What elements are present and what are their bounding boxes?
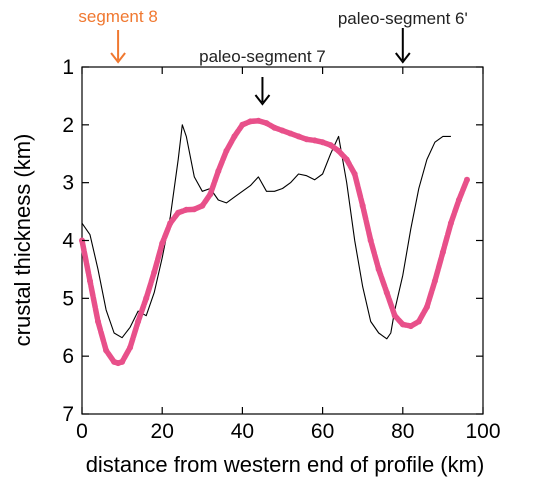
- pink-series-point: [207, 191, 214, 198]
- pink-series-point: [287, 130, 294, 137]
- pink-series-point: [343, 156, 350, 163]
- pink-series-point: [199, 202, 206, 209]
- pink-series-point: [407, 323, 414, 330]
- x-tick-label: 100: [465, 420, 500, 443]
- pink-series-point: [103, 347, 110, 354]
- thin-black-series-line: [81, 124, 451, 340]
- y-tick-label: 6: [62, 345, 74, 368]
- x-tick-label: 80: [391, 420, 414, 443]
- pink-series-point: [151, 269, 158, 276]
- pink-series-point: [255, 117, 262, 124]
- pink-series-point: [95, 318, 101, 325]
- x-tick-label: 60: [311, 420, 334, 443]
- y-tick-label: 5: [62, 287, 74, 310]
- pink-series-point: [279, 127, 286, 134]
- pink-series-point: [439, 249, 446, 256]
- pink-series-point: [135, 318, 142, 325]
- pink-series-point: [271, 124, 278, 131]
- pink-series-point: [399, 321, 406, 328]
- annotation-arrow-head: [395, 52, 411, 64]
- pink-series-point: [295, 133, 302, 140]
- pink-series-point: [119, 358, 126, 365]
- annotation-arrow-head: [110, 52, 126, 64]
- pink-series-point: [143, 295, 150, 302]
- x-tick-label: 0: [76, 420, 88, 443]
- pink-series-point: [247, 118, 254, 125]
- pink-series-point: [359, 202, 366, 209]
- annotation-arrow-head: [254, 94, 271, 106]
- pink-series-point: [464, 176, 470, 183]
- pink-series-point: [239, 121, 246, 128]
- y-axis-title: crustal thickness (km): [10, 134, 35, 347]
- pink-series-point: [263, 120, 270, 127]
- y-tick-label: 3: [62, 172, 74, 195]
- pink-series-point: [423, 304, 430, 310]
- pink-series-point: [351, 171, 358, 177]
- pink-series-point: [167, 220, 174, 227]
- pink-series-point: [231, 133, 238, 140]
- annotation-label: paleo-segment 6': [338, 9, 468, 28]
- x-tick-label: 20: [151, 420, 174, 443]
- y-tick-label: 4: [62, 230, 74, 253]
- pink-series-point: [415, 318, 422, 325]
- pink-series-point: [303, 136, 310, 143]
- pink-series-point: [327, 142, 334, 149]
- pink-series-point: [223, 147, 230, 154]
- annotation-label: segment 8: [78, 7, 157, 26]
- y-tick-label: 1: [62, 56, 74, 79]
- pink-series-point: [447, 220, 454, 227]
- y-tick-label: 7: [62, 403, 74, 426]
- pink-series-point: [383, 289, 390, 296]
- pink-series-point: [335, 147, 342, 154]
- y-tick-label: 2: [62, 114, 74, 137]
- pink-series-point: [87, 278, 93, 284]
- plot-frame: [81, 66, 484, 415]
- pink-series-point: [183, 206, 190, 213]
- pink-series-point: [215, 168, 222, 175]
- pink-series-point: [127, 344, 134, 351]
- x-tick-label: 40: [231, 420, 254, 443]
- pink-series-point: [319, 139, 326, 146]
- x-axis-title: distance from western end of profile (km…: [86, 452, 485, 477]
- pink-series-point: [375, 266, 382, 273]
- pink-series-point: [175, 209, 182, 216]
- pink-series-point: [455, 197, 462, 203]
- pink-series-point: [159, 240, 166, 247]
- pink-series-point: [191, 206, 198, 213]
- pink-series-point: [311, 137, 318, 144]
- pink-series-point: [367, 237, 374, 244]
- pink-series-point: [431, 278, 438, 284]
- pink-series-point: [391, 312, 398, 319]
- annotation-label: paleo-segment 7: [199, 47, 326, 66]
